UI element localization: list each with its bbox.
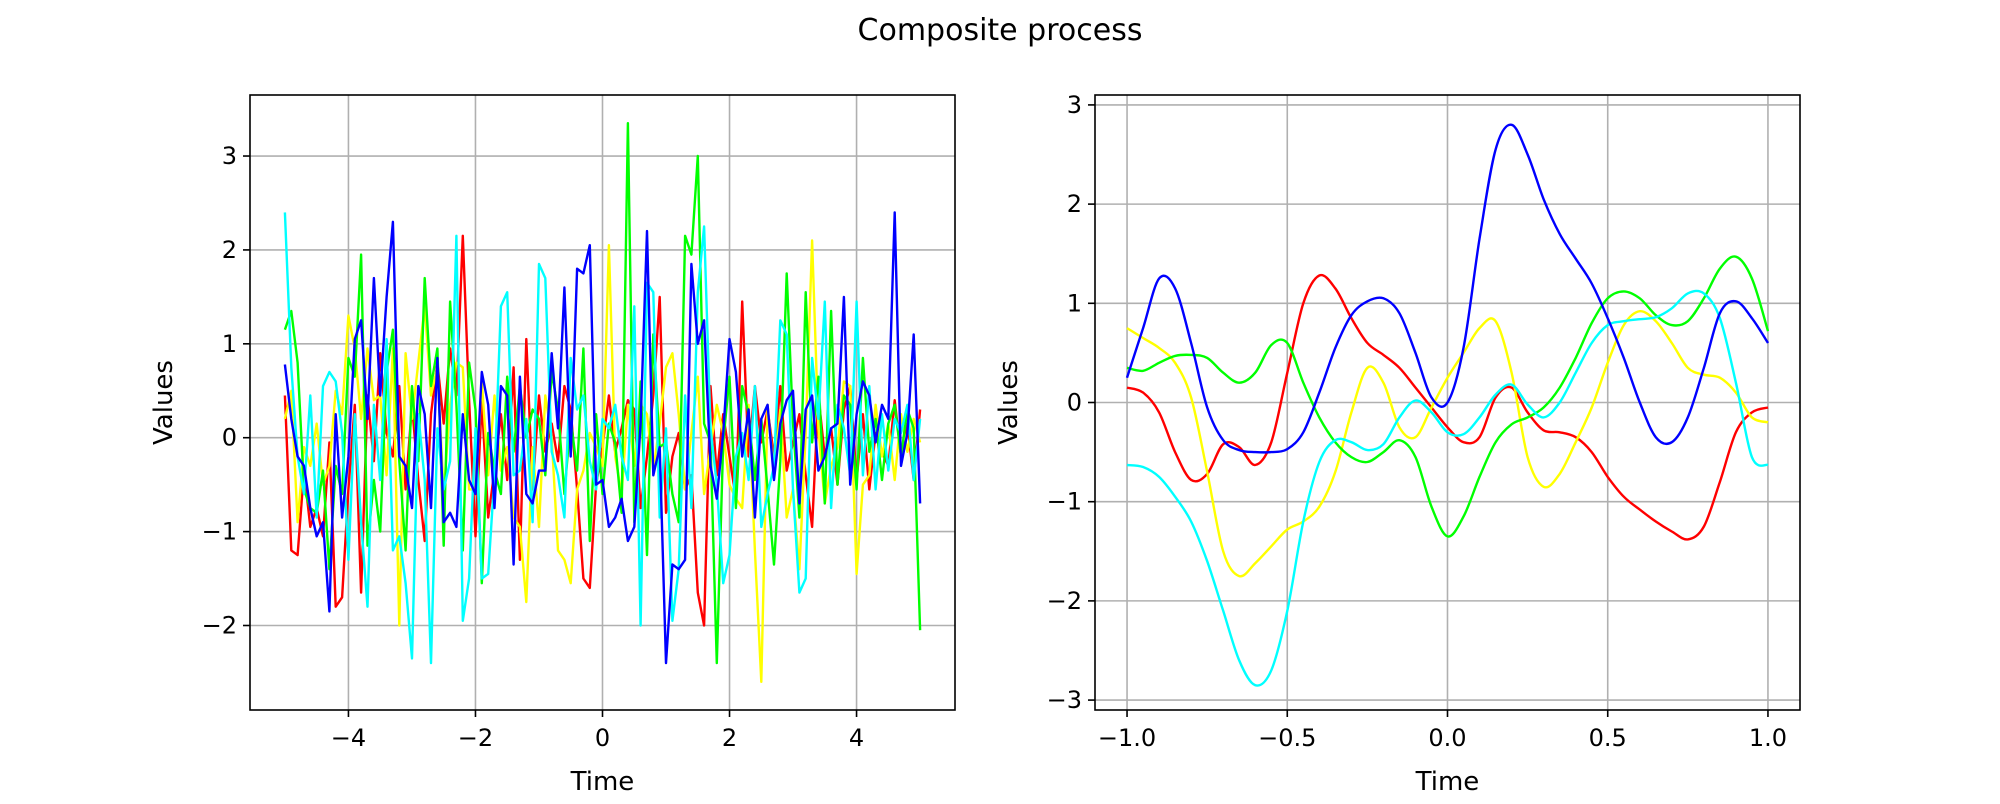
left-ytick-label: −2 <box>202 611 237 639</box>
left-xtick-label: 2 <box>722 724 737 752</box>
right-xtick-label: −1.0 <box>1098 724 1156 752</box>
left-xtick-label: 4 <box>849 724 864 752</box>
figure-title: Composite process <box>858 13 1143 48</box>
right-ytick-label: −1 <box>1047 488 1082 516</box>
left-ytick-label: 0 <box>222 424 237 452</box>
left-subplot-lines <box>283 122 922 683</box>
left-series-yellow-line <box>283 239 922 683</box>
right-subplot-xlabel: Time <box>1415 767 1480 797</box>
right-ytick-label: 0 <box>1067 389 1082 417</box>
right-ytick-label: −2 <box>1047 587 1082 615</box>
right-ytick-label: 2 <box>1067 190 1082 218</box>
left-ytick-label: 3 <box>222 142 237 170</box>
right-series-blue-line <box>1125 123 1770 454</box>
left-subplot: −4 −2 0 2 4 −2 −1 0 1 2 3 Time Values <box>149 94 956 797</box>
right-ytick-label: 1 <box>1067 289 1082 317</box>
right-xtick-label: 0.5 <box>1589 724 1627 752</box>
left-xtick-label: 0 <box>595 724 610 752</box>
left-ytick-label: 2 <box>222 236 237 264</box>
left-series-blue-line <box>283 211 922 665</box>
right-subplot: −1.0 −0.5 0.0 0.5 1.0 −3 −2 −1 0 1 2 3 Time Values <box>994 91 1801 797</box>
left-xtick-label: −4 <box>331 724 366 752</box>
right-xtick-label: −0.5 <box>1258 724 1316 752</box>
right-series-green-line <box>1126 255 1770 538</box>
left-xtick-label: −2 <box>458 724 493 752</box>
right-series-red-line <box>1126 273 1769 541</box>
right-subplot-ylabel: Values <box>994 360 1024 445</box>
right-subplot-lines <box>1125 123 1770 687</box>
right-subplot-ticks: −1.0 −0.5 0.0 0.5 1.0 −3 −2 −1 0 1 2 3 <box>1047 91 1787 752</box>
left-ytick-label: 1 <box>222 330 237 358</box>
right-ytick-label: 3 <box>1067 91 1082 119</box>
right-xtick-label: 1.0 <box>1749 724 1787 752</box>
left-subplot-ylabel: Values <box>149 360 179 445</box>
left-ytick-label: −1 <box>202 518 237 546</box>
left-subplot-xlabel: Time <box>570 767 635 797</box>
right-xtick-label: 0.0 <box>1428 724 1466 752</box>
right-ytick-label: −3 <box>1047 686 1082 714</box>
left-series-cyan-line <box>283 212 922 665</box>
right-series-yellow-line <box>1126 309 1769 578</box>
left-subplot-ticks: −4 −2 0 2 4 −2 −1 0 1 2 3 <box>202 142 865 752</box>
right-series-cyan-line <box>1126 289 1769 687</box>
